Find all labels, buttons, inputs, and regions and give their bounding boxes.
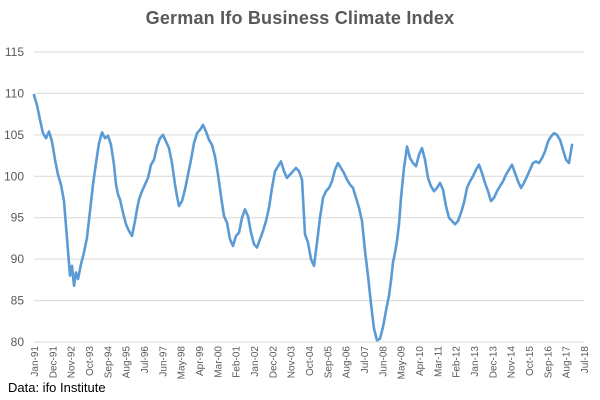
x-tick-label: Jan-02 [250,346,261,377]
x-tick-label: May-09 [397,346,408,380]
y-tick-label: 100 [4,169,24,183]
y-tick-label: 90 [11,252,25,266]
y-axis-ticks: 80 85 90 95 100 105 110 115 [4,45,24,349]
x-tick-label: Oct-93 [85,346,96,376]
x-tick-label: Dec-02 [268,346,279,379]
x-tick-label: Feb-01 [232,346,243,378]
x-tick-label: Dec-13 [488,346,499,379]
x-tick-label: Aug-17 [562,346,573,379]
x-tick-label: Mar-00 [213,346,224,378]
x-tick-label: Dec-91 [48,346,59,379]
y-tick-label: 115 [5,45,24,59]
x-tick-label: Jan-13 [470,346,481,377]
y-tick-label: 80 [11,335,25,349]
grid-lines [34,51,584,343]
x-tick-label: Sep-94 [103,346,114,379]
x-tick-label: Apr-99 [195,346,206,376]
x-tick-label: Jul-07 [360,346,371,374]
x-tick-label: Aug-06 [342,346,353,379]
series-line [32,93,574,342]
x-tick-label: Feb-12 [452,346,463,378]
x-tick-label: Jun-08 [378,346,389,377]
x-tick-label: Mar-11 [433,346,444,377]
x-axis-ticks: Jan-91 Dec-91 Nov-92 Oct-93 Sep-94 Aug-95 Jul-… [30,346,591,380]
chart-title: German Ifo Business Climate Index [145,8,455,28]
x-tick-label: Nov-03 [287,346,298,379]
x-tick-label: Jun-97 [158,346,169,377]
x-tick-label: Aug-95 [122,346,133,379]
x-tick-label: May-98 [177,346,188,380]
x-tick-label: Oct-04 [305,346,316,376]
x-tick-label: Jan-91 [30,346,41,377]
x-tick-label: Jul-96 [140,346,151,374]
data-source-note: Data: ifo Institute [8,380,106,395]
x-tick-label: Sep-16 [543,346,554,379]
x-tick-label: Oct-15 [525,346,536,376]
y-tick-label: 110 [5,86,24,100]
y-tick-label: 95 [11,211,25,225]
x-tick-label: Sep-05 [323,346,334,379]
x-tick-label: Jul-18 [580,346,591,374]
x-tick-label: Nov-14 [507,346,518,379]
x-tick-label: Nov-92 [67,346,78,379]
y-tick-label: 105 [4,128,24,142]
x-tick-label: Apr-10 [415,346,426,376]
y-tick-label: 85 [11,294,25,308]
